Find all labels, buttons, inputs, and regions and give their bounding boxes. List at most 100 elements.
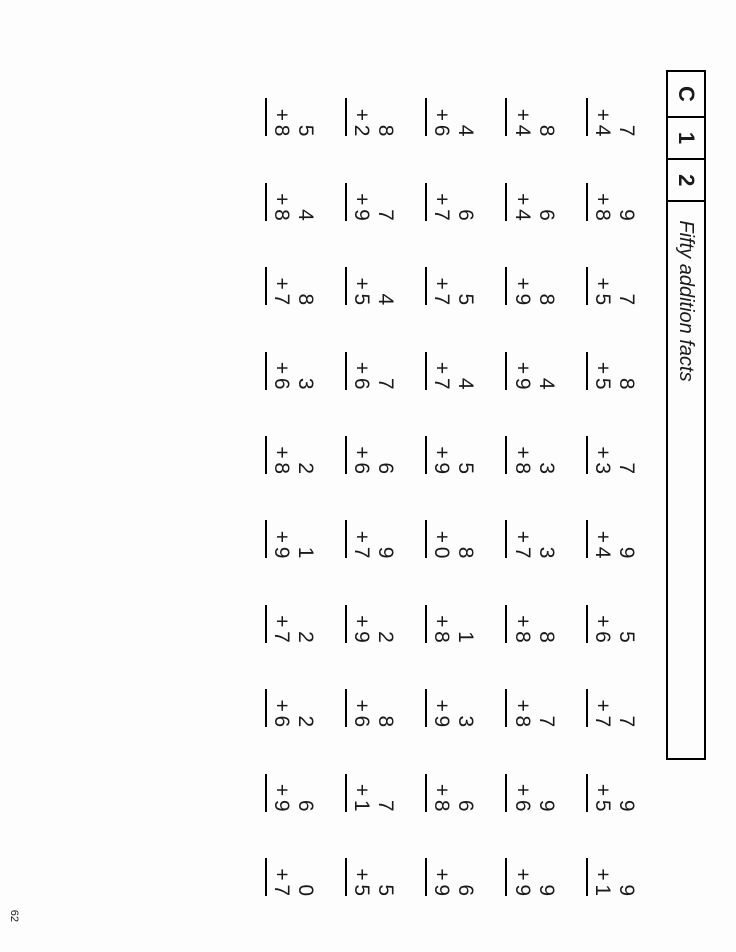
addend-top: 3 (453, 716, 477, 728)
addition-problem: 39 (425, 661, 477, 733)
addition-problem: 75 (586, 239, 638, 311)
sum-rule (586, 689, 588, 727)
sum-rule (425, 858, 427, 896)
addend-top: 9 (614, 884, 638, 896)
header-box-c: C (666, 70, 706, 118)
addition-problem: 97 (345, 492, 397, 564)
addend-top: 7 (614, 716, 638, 728)
addition-problem: 89 (505, 239, 557, 311)
header-row: C 1 2 Fifty addition facts (666, 70, 706, 902)
addend-top: 9 (614, 547, 638, 559)
addend-bottom: 9 (509, 364, 533, 390)
sum-rule (345, 352, 347, 390)
addend-top: 8 (534, 125, 558, 137)
sum-rule (265, 267, 267, 305)
sum-rule (425, 774, 427, 812)
addition-problem: 82 (345, 70, 397, 142)
addend-bottom: 8 (509, 702, 533, 728)
addition-problem: 78 (505, 661, 557, 733)
sum-rule (345, 689, 347, 727)
addend-bottom: 5 (349, 280, 373, 306)
addend-top: 6 (453, 800, 477, 812)
addend-top: 5 (373, 884, 397, 896)
addend-bottom: 4 (590, 111, 614, 137)
addend-bottom: 9 (429, 702, 453, 728)
addend-bottom: 8 (429, 786, 453, 812)
addend-bottom: 4 (509, 111, 533, 137)
sum-rule (345, 183, 347, 221)
addition-problem: 76 (345, 323, 397, 395)
header-box-2: 2 (666, 158, 706, 202)
addend-top: 8 (453, 547, 477, 559)
addend-bottom: 8 (509, 617, 533, 643)
sum-rule (586, 98, 588, 136)
addend-bottom: 1 (590, 870, 614, 896)
addend-bottom: 4 (590, 533, 614, 559)
page-number: 62 (8, 910, 20, 922)
addend-bottom: 9 (509, 280, 533, 306)
addition-problem: 49 (505, 323, 557, 395)
sum-rule (345, 436, 347, 474)
addend-top: 2 (293, 716, 317, 728)
addend-bottom: 7 (349, 533, 373, 559)
addition-problem: 71 (345, 745, 397, 817)
addend-top: 6 (534, 209, 558, 221)
addend-top: 7 (614, 294, 638, 306)
sum-rule (265, 352, 267, 390)
addend-bottom: 7 (429, 280, 453, 306)
addition-problem: 27 (265, 576, 317, 648)
addition-problem: 86 (345, 661, 397, 733)
addition-problem: 68 (425, 745, 477, 817)
addend-bottom: 6 (269, 364, 293, 390)
sum-rule (505, 352, 507, 390)
addend-top: 7 (614, 125, 638, 137)
addend-top: 2 (373, 631, 397, 643)
addend-top: 6 (293, 800, 317, 812)
addend-top: 8 (293, 294, 317, 306)
addend-bottom: 9 (269, 786, 293, 812)
addend-top: 5 (453, 462, 477, 474)
sum-rule (425, 689, 427, 727)
addition-problem: 07 (265, 830, 317, 902)
sum-rule (505, 689, 507, 727)
addend-top: 7 (614, 462, 638, 474)
addend-bottom: 6 (429, 111, 453, 137)
addition-problem: 19 (265, 492, 317, 564)
addend-bottom: 3 (590, 448, 614, 474)
addend-bottom: 8 (509, 448, 533, 474)
sum-rule (265, 98, 267, 136)
addend-top: 2 (293, 462, 317, 474)
sum-rule (586, 352, 588, 390)
addition-problem: 45 (345, 239, 397, 311)
sum-rule (425, 520, 427, 558)
addend-top: 5 (614, 631, 638, 643)
sum-rule (345, 774, 347, 812)
sum-rule (425, 267, 427, 305)
addition-problem: 18 (425, 576, 477, 648)
sum-rule (586, 183, 588, 221)
sum-rule (425, 183, 427, 221)
addend-top: 9 (534, 884, 558, 896)
sum-rule (345, 98, 347, 136)
sum-rule (505, 774, 507, 812)
addition-problem: 69 (425, 830, 477, 902)
addition-problem: 56 (586, 576, 638, 648)
addend-bottom: 5 (590, 786, 614, 812)
addend-top: 6 (453, 884, 477, 896)
addend-top: 3 (534, 547, 558, 559)
addition-problem: 95 (586, 745, 638, 817)
addend-bottom: 1 (349, 786, 373, 812)
addition-problem: 47 (425, 323, 477, 395)
sum-rule (505, 520, 507, 558)
addend-top: 4 (293, 209, 317, 221)
addition-problem: 69 (265, 745, 317, 817)
sum-rule (265, 689, 267, 727)
addend-bottom: 0 (429, 533, 453, 559)
worksheet-title: Fifty addition facts (666, 200, 706, 760)
addition-problem: 99 (505, 830, 557, 902)
addition-problem: 64 (505, 154, 557, 226)
sum-rule (505, 605, 507, 643)
sum-rule (586, 520, 588, 558)
addition-problem: 88 (505, 576, 557, 648)
addend-bottom: 7 (429, 364, 453, 390)
